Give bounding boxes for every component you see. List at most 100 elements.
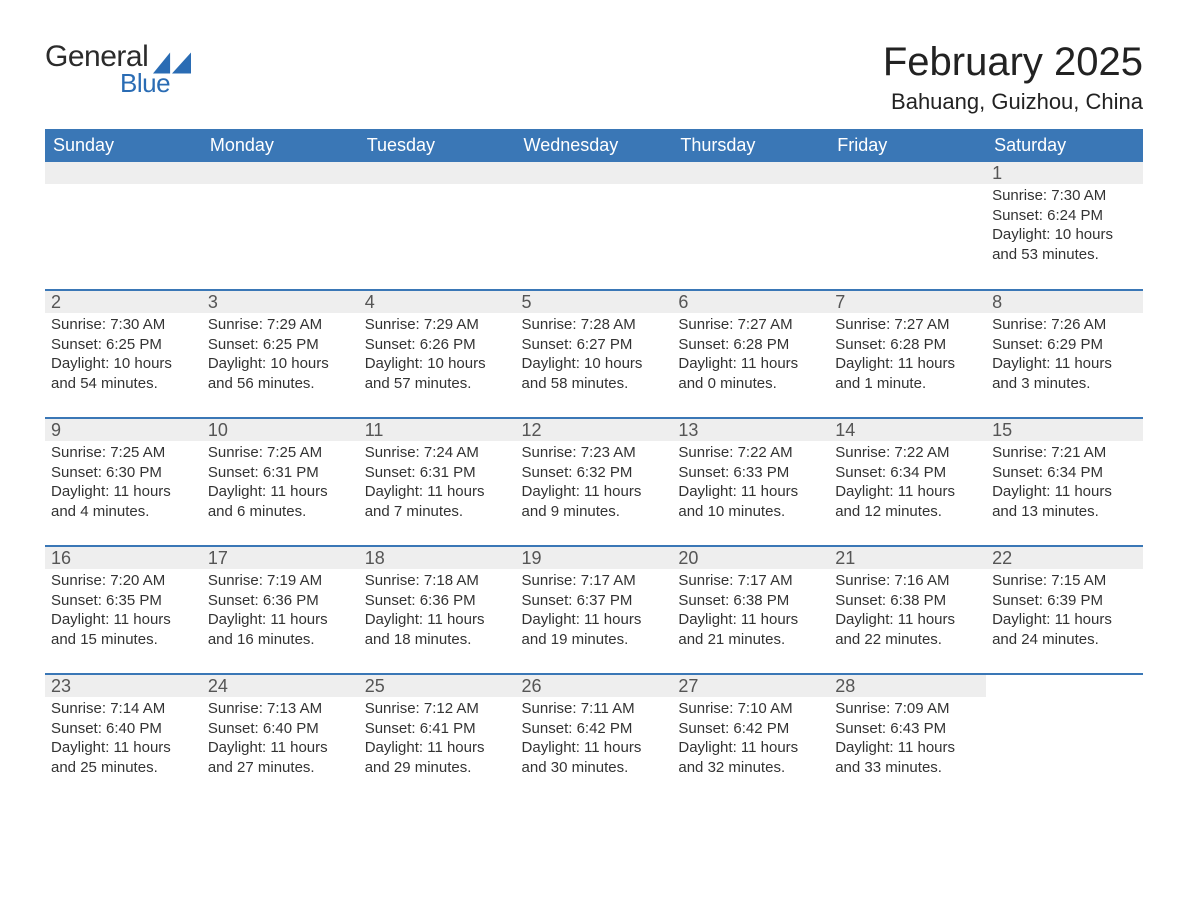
calendar-cell: 11Sunrise: 7:24 AMSunset: 6:31 PMDayligh… [359,418,516,546]
calendar-cell [986,674,1143,802]
day-number: 24 [202,675,359,697]
sunrise-line: Sunrise: 7:27 AM [835,315,980,335]
calendar-week: 1Sunrise: 7:30 AMSunset: 6:24 PMDaylight… [45,162,1143,290]
sunset-line: Sunset: 6:39 PM [992,591,1137,611]
daylight-line: Daylight: 11 hours and 13 minutes. [992,482,1137,521]
day-header: Monday [202,129,359,162]
day-number: 23 [45,675,202,697]
day-number: 5 [516,291,673,313]
calendar-cell: 16Sunrise: 7:20 AMSunset: 6:35 PMDayligh… [45,546,202,674]
day-body: Sunrise: 7:13 AMSunset: 6:40 PMDaylight:… [202,697,359,783]
daylight-line: Daylight: 11 hours and 12 minutes. [835,482,980,521]
calendar-cell: 20Sunrise: 7:17 AMSunset: 6:38 PMDayligh… [672,546,829,674]
calendar-cell: 15Sunrise: 7:21 AMSunset: 6:34 PMDayligh… [986,418,1143,546]
day-body: Sunrise: 7:29 AMSunset: 6:26 PMDaylight:… [359,313,516,399]
day-number: 22 [986,547,1143,569]
sunset-line: Sunset: 6:28 PM [678,335,823,355]
day-number [359,162,516,184]
sunrise-line: Sunrise: 7:23 AM [522,443,667,463]
calendar-cell: 8Sunrise: 7:26 AMSunset: 6:29 PMDaylight… [986,290,1143,418]
day-number [516,162,673,184]
day-number: 3 [202,291,359,313]
daylight-line: Daylight: 11 hours and 21 minutes. [678,610,823,649]
calendar-cell [202,162,359,290]
day-body: Sunrise: 7:18 AMSunset: 6:36 PMDaylight:… [359,569,516,655]
daylight-line: Daylight: 11 hours and 24 minutes. [992,610,1137,649]
calendar-cell: 17Sunrise: 7:19 AMSunset: 6:36 PMDayligh… [202,546,359,674]
sunset-line: Sunset: 6:26 PM [365,335,510,355]
day-number: 11 [359,419,516,441]
day-body: Sunrise: 7:24 AMSunset: 6:31 PMDaylight:… [359,441,516,527]
day-number: 28 [829,675,986,697]
day-number: 19 [516,547,673,569]
day-number [45,162,202,184]
day-header-row: SundayMondayTuesdayWednesdayThursdayFrid… [45,129,1143,162]
calendar-cell: 19Sunrise: 7:17 AMSunset: 6:37 PMDayligh… [516,546,673,674]
daylight-line: Daylight: 11 hours and 18 minutes. [365,610,510,649]
daylight-line: Daylight: 11 hours and 32 minutes. [678,738,823,777]
day-body: Sunrise: 7:27 AMSunset: 6:28 PMDaylight:… [672,313,829,399]
daylight-line: Daylight: 10 hours and 54 minutes. [51,354,196,393]
calendar-cell: 22Sunrise: 7:15 AMSunset: 6:39 PMDayligh… [986,546,1143,674]
sunrise-line: Sunrise: 7:29 AM [208,315,353,335]
day-body: Sunrise: 7:10 AMSunset: 6:42 PMDaylight:… [672,697,829,783]
calendar-cell [829,162,986,290]
day-number: 14 [829,419,986,441]
calendar-cell: 18Sunrise: 7:18 AMSunset: 6:36 PMDayligh… [359,546,516,674]
calendar-cell: 9Sunrise: 7:25 AMSunset: 6:30 PMDaylight… [45,418,202,546]
daylight-line: Daylight: 10 hours and 57 minutes. [365,354,510,393]
sunset-line: Sunset: 6:28 PM [835,335,980,355]
sunset-line: Sunset: 6:33 PM [678,463,823,483]
daylight-line: Daylight: 11 hours and 0 minutes. [678,354,823,393]
sunrise-line: Sunrise: 7:29 AM [365,315,510,335]
day-body: Sunrise: 7:19 AMSunset: 6:36 PMDaylight:… [202,569,359,655]
day-body: Sunrise: 7:28 AMSunset: 6:27 PMDaylight:… [516,313,673,399]
calendar-cell: 10Sunrise: 7:25 AMSunset: 6:31 PMDayligh… [202,418,359,546]
calendar-cell: 27Sunrise: 7:10 AMSunset: 6:42 PMDayligh… [672,674,829,802]
day-body: Sunrise: 7:30 AMSunset: 6:25 PMDaylight:… [45,313,202,399]
daylight-line: Daylight: 11 hours and 7 minutes. [365,482,510,521]
day-body: Sunrise: 7:29 AMSunset: 6:25 PMDaylight:… [202,313,359,399]
daylight-line: Daylight: 11 hours and 30 minutes. [522,738,667,777]
calendar-cell: 6Sunrise: 7:27 AMSunset: 6:28 PMDaylight… [672,290,829,418]
sunset-line: Sunset: 6:42 PM [678,719,823,739]
sunrise-line: Sunrise: 7:20 AM [51,571,196,591]
day-body: Sunrise: 7:21 AMSunset: 6:34 PMDaylight:… [986,441,1143,527]
day-number: 18 [359,547,516,569]
calendar-cell: 26Sunrise: 7:11 AMSunset: 6:42 PMDayligh… [516,674,673,802]
day-number [829,162,986,184]
day-number: 9 [45,419,202,441]
calendar-table: SundayMondayTuesdayWednesdayThursdayFrid… [45,129,1143,802]
day-number: 1 [986,162,1143,184]
daylight-line: Daylight: 11 hours and 29 minutes. [365,738,510,777]
day-header: Tuesday [359,129,516,162]
calendar-week: 2Sunrise: 7:30 AMSunset: 6:25 PMDaylight… [45,290,1143,418]
sunset-line: Sunset: 6:36 PM [365,591,510,611]
calendar-cell: 28Sunrise: 7:09 AMSunset: 6:43 PMDayligh… [829,674,986,802]
daylight-line: Daylight: 11 hours and 4 minutes. [51,482,196,521]
location: Bahuang, Guizhou, China [883,89,1143,115]
day-body: Sunrise: 7:26 AMSunset: 6:29 PMDaylight:… [986,313,1143,399]
sunrise-line: Sunrise: 7:30 AM [992,186,1137,206]
day-header: Friday [829,129,986,162]
sunset-line: Sunset: 6:29 PM [992,335,1137,355]
day-number: 7 [829,291,986,313]
sunset-line: Sunset: 6:37 PM [522,591,667,611]
sunrise-line: Sunrise: 7:15 AM [992,571,1137,591]
sunset-line: Sunset: 6:31 PM [208,463,353,483]
calendar-body: 1Sunrise: 7:30 AMSunset: 6:24 PMDaylight… [45,162,1143,802]
sunset-line: Sunset: 6:25 PM [208,335,353,355]
daylight-line: Daylight: 10 hours and 58 minutes. [522,354,667,393]
day-number: 20 [672,547,829,569]
day-body: Sunrise: 7:17 AMSunset: 6:37 PMDaylight:… [516,569,673,655]
sunset-line: Sunset: 6:35 PM [51,591,196,611]
month-title: February 2025 [883,40,1143,85]
sunset-line: Sunset: 6:27 PM [522,335,667,355]
sunrise-line: Sunrise: 7:30 AM [51,315,196,335]
calendar-cell: 5Sunrise: 7:28 AMSunset: 6:27 PMDaylight… [516,290,673,418]
daylight-line: Daylight: 11 hours and 15 minutes. [51,610,196,649]
day-header: Thursday [672,129,829,162]
sunrise-line: Sunrise: 7:24 AM [365,443,510,463]
daylight-line: Daylight: 11 hours and 33 minutes. [835,738,980,777]
calendar-cell [672,162,829,290]
